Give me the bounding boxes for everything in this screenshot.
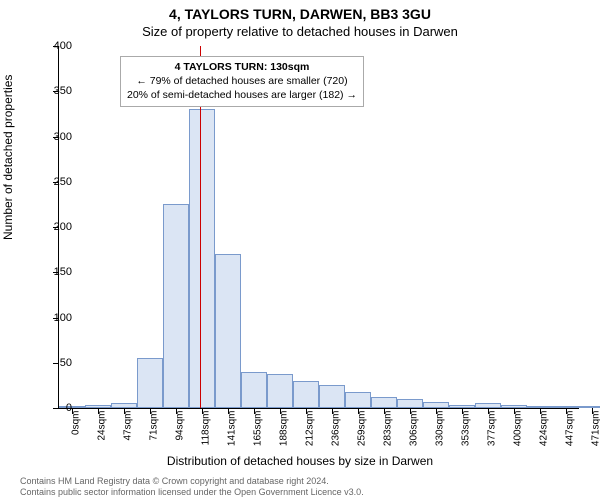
histogram-bar: [397, 399, 423, 408]
y-tick-label: 350: [54, 85, 72, 97]
x-tick-label: 94sqm: [175, 411, 186, 441]
y-axis-label: Number of detached properties: [1, 75, 15, 240]
x-axis-label: Distribution of detached houses by size …: [0, 454, 600, 468]
histogram-bar: [345, 392, 371, 408]
x-tick-label: 424sqm: [539, 411, 550, 447]
histogram-bar: [319, 385, 345, 408]
x-tick-label: 47sqm: [123, 411, 134, 441]
y-tick: [53, 363, 59, 364]
attribution-text: Contains HM Land Registry data © Crown c…: [20, 476, 580, 498]
y-tick-label: 300: [54, 131, 72, 143]
x-tick-label: 400sqm: [513, 411, 524, 447]
y-tick-label: 400: [54, 40, 72, 52]
x-tick-label: 306sqm: [409, 411, 420, 447]
y-tick: [53, 408, 59, 409]
annotation-box: 4 TAYLORS TURN: 130sqm ← 79% of detached…: [120, 56, 364, 107]
x-tick-label: 118sqm: [201, 411, 212, 446]
histogram-bar: [293, 381, 319, 408]
x-tick-label: 188sqm: [279, 411, 290, 447]
y-tick-label: 50: [60, 357, 72, 369]
histogram-bar: [215, 254, 241, 408]
x-tick-label: 0sqm: [71, 411, 82, 435]
x-tick-label: 377sqm: [487, 411, 498, 447]
chart-title-line1: 4, TAYLORS TURN, DARWEN, BB3 3GU: [0, 6, 600, 22]
histogram-bar: [163, 204, 189, 408]
x-tick-label: 353sqm: [461, 411, 472, 447]
x-tick-label: 259sqm: [357, 411, 368, 447]
x-tick-label: 24sqm: [97, 411, 108, 441]
annotation-line2: ← 79% of detached houses are smaller (72…: [136, 75, 347, 87]
y-tick-label: 200: [54, 221, 72, 233]
x-tick-label: 330sqm: [435, 411, 446, 447]
histogram-bar: [267, 374, 293, 408]
x-tick-label: 447sqm: [565, 411, 576, 447]
x-tick-label: 236sqm: [331, 411, 342, 447]
y-tick-label: 150: [54, 266, 72, 278]
y-tick-label: 100: [54, 312, 72, 324]
histogram-bar: [579, 406, 600, 408]
x-tick-label: 283sqm: [383, 411, 394, 447]
attribution-line1: Contains HM Land Registry data © Crown c…: [20, 476, 329, 486]
histogram-bar: [189, 109, 215, 408]
chart-container: 4, TAYLORS TURN, DARWEN, BB3 3GU Size of…: [0, 0, 600, 500]
attribution-line2: Contains public sector information licen…: [20, 487, 364, 497]
x-tick-label: 165sqm: [253, 411, 264, 447]
x-tick-label: 471sqm: [591, 411, 600, 447]
x-tick-label: 212sqm: [305, 411, 316, 447]
y-tick-label: 0: [66, 402, 72, 414]
histogram-bar: [371, 397, 397, 408]
annotation-line3: 20% of semi-detached houses are larger (…: [127, 89, 357, 101]
y-tick-label: 250: [54, 176, 72, 188]
x-tick-label: 71sqm: [149, 411, 160, 441]
annotation-line1: 4 TAYLORS TURN: 130sqm: [175, 61, 310, 73]
x-tick-label: 141sqm: [227, 411, 238, 447]
histogram-bar: [137, 358, 163, 408]
histogram-bar: [241, 372, 267, 408]
chart-title-line2: Size of property relative to detached ho…: [0, 24, 600, 39]
